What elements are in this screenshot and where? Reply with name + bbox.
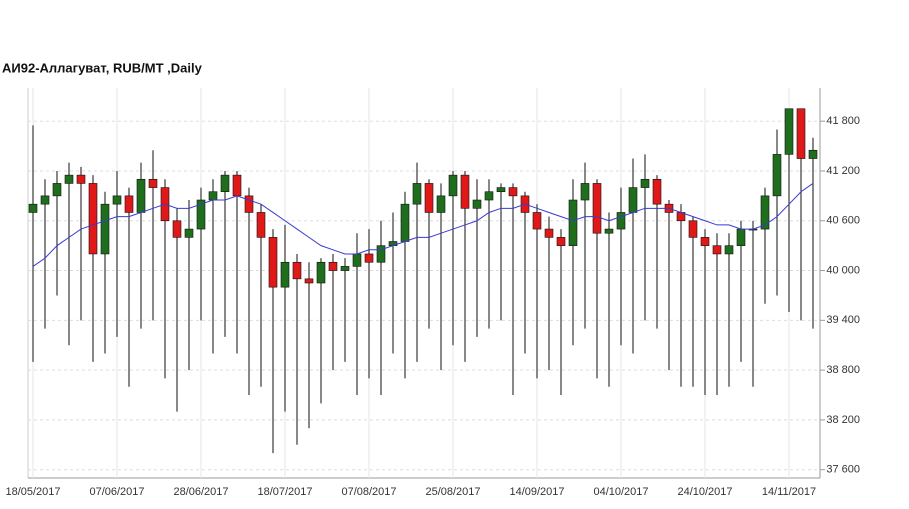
candle-body bbox=[712, 245, 722, 255]
candle-body bbox=[616, 212, 626, 230]
candle-body bbox=[544, 228, 554, 238]
candle-body bbox=[628, 187, 638, 213]
candle-body bbox=[52, 183, 62, 197]
candle-body bbox=[472, 199, 482, 209]
x-tick-label: 18/07/2017 bbox=[257, 486, 312, 498]
candle-body bbox=[304, 278, 314, 284]
x-tick-label: 07/08/2017 bbox=[341, 486, 396, 498]
y-tick-label: 40 000 bbox=[826, 264, 860, 276]
candle-body bbox=[172, 220, 182, 238]
candle-body bbox=[808, 149, 818, 159]
candle-body bbox=[256, 212, 266, 238]
x-tick-label: 07/06/2017 bbox=[89, 486, 144, 498]
y-tick-label: 38 800 bbox=[826, 364, 860, 376]
candle-body bbox=[796, 108, 806, 159]
candle-body bbox=[328, 261, 338, 271]
candle-body bbox=[436, 195, 446, 213]
candle-body bbox=[592, 183, 602, 234]
x-tick-label: 14/11/2017 bbox=[762, 486, 816, 498]
candle-body bbox=[760, 195, 770, 230]
candle-body bbox=[784, 108, 794, 155]
x-tick-label: 28/06/2017 bbox=[173, 486, 228, 498]
candle-body bbox=[88, 183, 98, 255]
candle-body bbox=[280, 261, 290, 288]
moving-average bbox=[32, 183, 814, 267]
candle-body bbox=[412, 183, 422, 205]
candle-body bbox=[136, 178, 146, 213]
candle-body bbox=[244, 195, 254, 213]
candle-body bbox=[448, 174, 458, 197]
candle-body bbox=[340, 266, 350, 271]
candle-body bbox=[100, 203, 110, 255]
candle-body bbox=[28, 203, 38, 213]
candle-body bbox=[652, 178, 662, 205]
candle-body bbox=[484, 191, 494, 201]
candle-body bbox=[532, 212, 542, 230]
candle-body bbox=[124, 195, 134, 213]
candle-body bbox=[292, 261, 302, 280]
x-tick-label: 14/09/2017 bbox=[509, 486, 564, 498]
y-tick-label: 40 600 bbox=[826, 215, 860, 227]
candle-body bbox=[496, 187, 506, 193]
candle-body bbox=[640, 178, 650, 188]
candle-body bbox=[568, 199, 578, 246]
y-tick-label: 41 200 bbox=[826, 165, 860, 177]
candle-body bbox=[40, 195, 50, 205]
y-tick-label: 38 200 bbox=[826, 414, 860, 426]
x-tick-label: 04/10/2017 bbox=[593, 486, 648, 498]
candle-body bbox=[76, 174, 86, 184]
x-tick-label: 25/08/2017 bbox=[425, 486, 480, 498]
candle-body bbox=[580, 183, 590, 201]
candle-body bbox=[400, 203, 410, 242]
chart-title: АИ92-Аллагуват, RUB/MT ,Daily bbox=[2, 60, 203, 75]
candle-body bbox=[424, 183, 434, 213]
candle-body bbox=[220, 174, 230, 193]
candle-body bbox=[316, 261, 326, 284]
candle-body bbox=[148, 178, 158, 188]
candle-body bbox=[364, 253, 374, 263]
candle-body bbox=[208, 191, 218, 201]
candle-body bbox=[736, 228, 746, 246]
candle-body bbox=[724, 245, 734, 255]
candle-body bbox=[352, 253, 362, 267]
candle-body bbox=[700, 237, 710, 246]
candle-body bbox=[604, 228, 614, 234]
candle-body bbox=[376, 245, 386, 263]
candle-body bbox=[64, 174, 74, 184]
candle-body bbox=[184, 228, 194, 238]
candle-body bbox=[772, 154, 782, 197]
y-tick-label: 39 400 bbox=[826, 314, 860, 326]
candle-body bbox=[112, 195, 122, 205]
y-tick-label: 37 600 bbox=[826, 464, 860, 476]
candle-body bbox=[508, 187, 518, 197]
candle-body bbox=[268, 237, 278, 288]
x-tick-label: 18/05/2017 bbox=[5, 486, 60, 498]
candle-body bbox=[460, 174, 470, 209]
candle-body bbox=[556, 237, 566, 246]
candle-body bbox=[196, 199, 206, 230]
x-tick-label: 24/10/2017 bbox=[677, 486, 732, 498]
y-tick-label: 41 800 bbox=[826, 115, 860, 127]
candle-body bbox=[232, 174, 242, 197]
candle-body bbox=[688, 220, 698, 238]
